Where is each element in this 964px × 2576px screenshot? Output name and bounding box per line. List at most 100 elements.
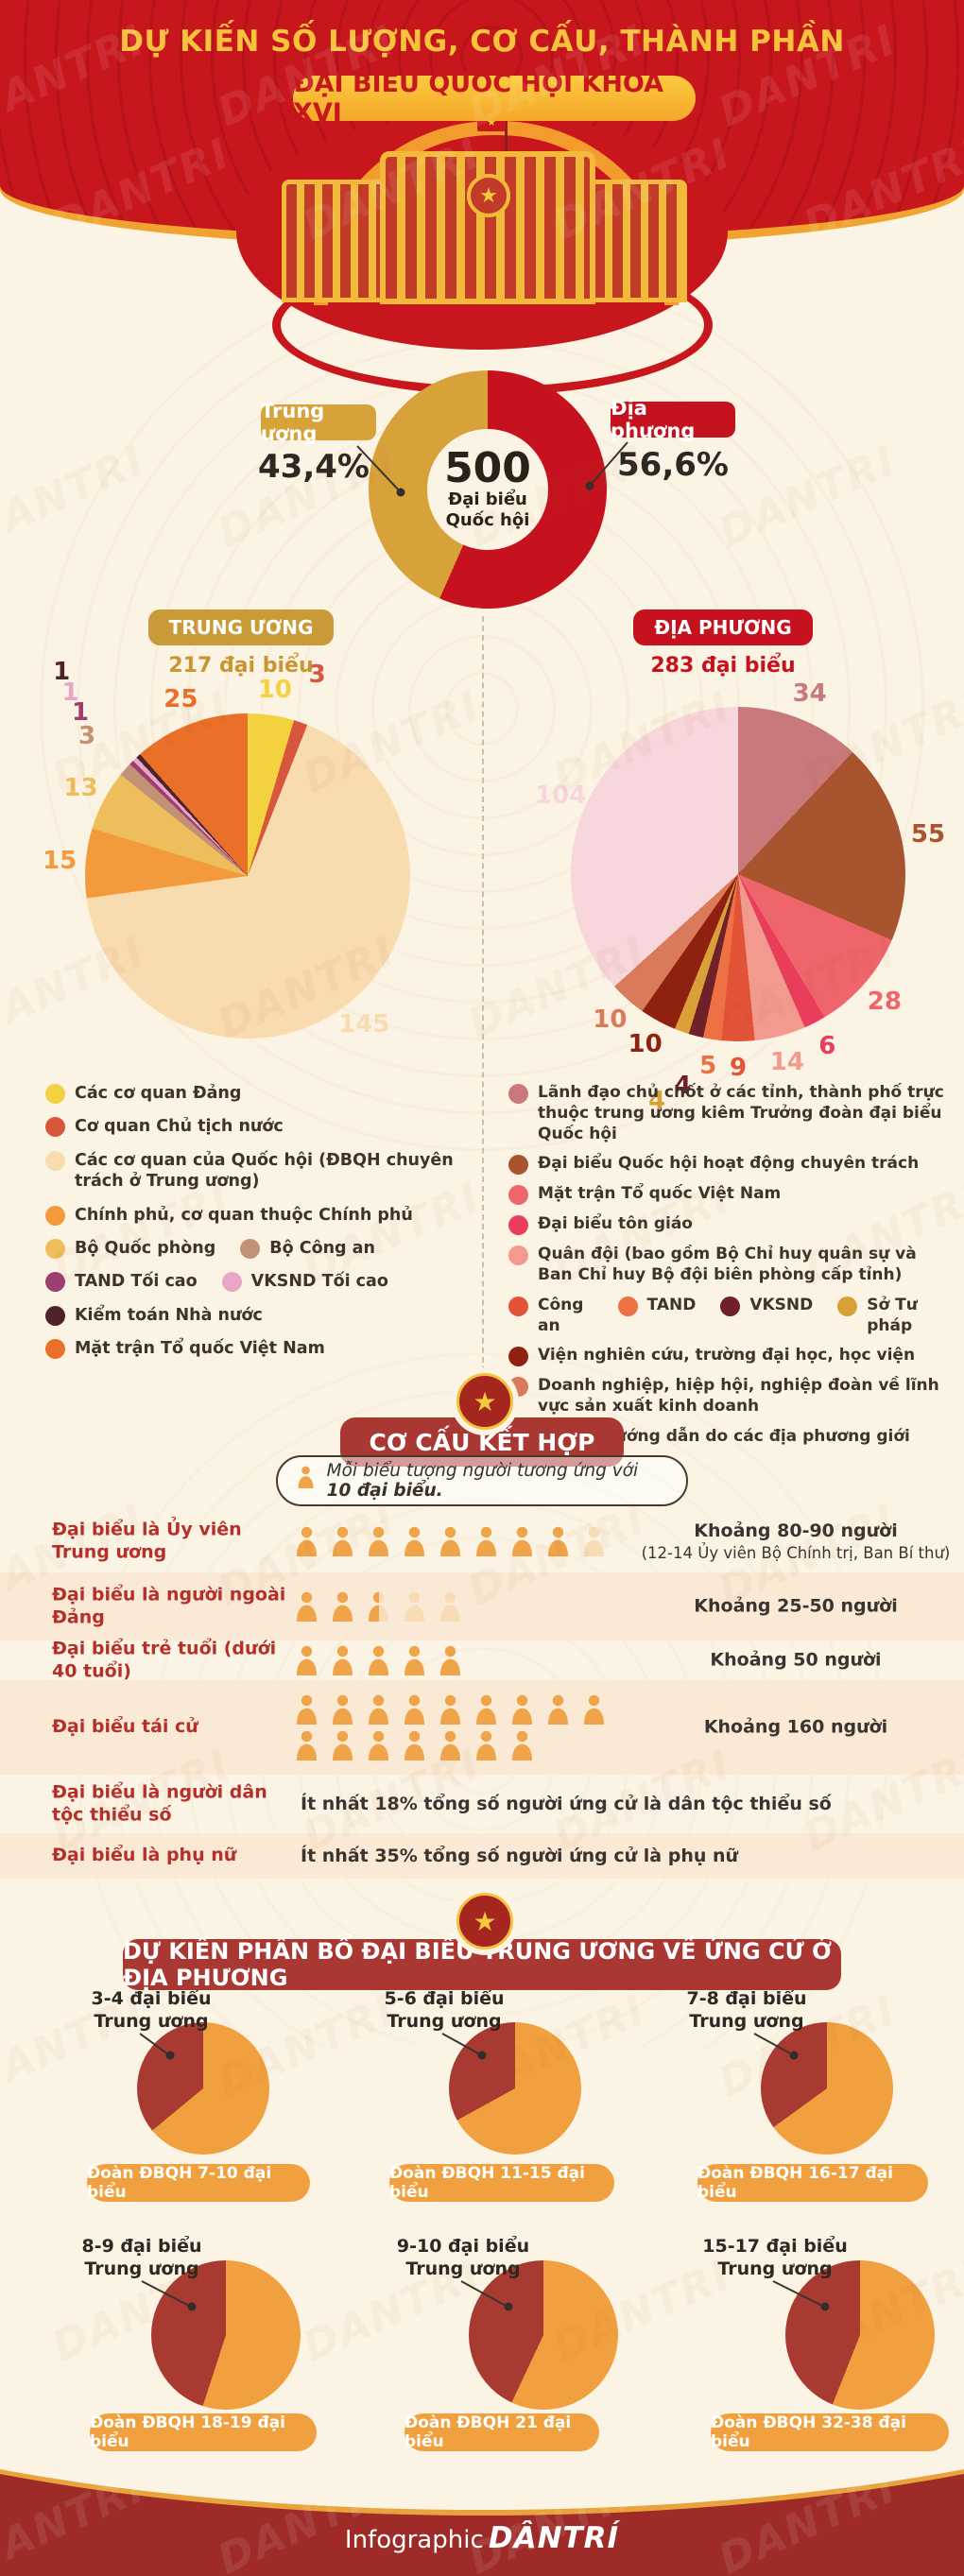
legend-swatch-icon [508,1347,528,1367]
pictograph-row-ngoai-dang: Đại biểu là người ngoài Đảng Khoảng 25-5… [0,1572,964,1640]
legend-swatch-icon [45,1272,65,1293]
legend-label: Bộ Quốc phòng [75,1238,216,1258]
legend-label: Kiểm toán Nhà nước [75,1305,263,1325]
person-icon [474,1730,498,1760]
mini-pie-chart [761,2022,893,2155]
legend-label: Cơ quan Chủ tịch nước [75,1117,284,1137]
legend-swatch-icon [508,1296,528,1316]
total-deputies-donut-chart: 500 Đại biểu Quốc hội [369,370,607,609]
local-subtitle: 283 đại biểu [650,654,796,678]
person-icons [295,1694,606,1760]
legend-item: Đại biểu Quốc hội hoạt động chuyên trách [508,1154,919,1176]
mini-pie-chart [137,2022,269,2155]
local-column-header: ĐỊA PHƯƠNG 283 đại biểu [482,610,964,678]
legend-label: Các cơ quan Đảng [75,1084,242,1103]
person-icon [439,1694,462,1725]
legend-item: Doanh nghiệp, hiệp hội, nghiệp đoàn về l… [508,1376,945,1417]
delegation-pill: Đoàn ĐBQH 18-19 đại biểu [90,2413,317,2451]
person-icon [295,1591,318,1622]
pie-value-label: 25 [164,685,198,714]
mini-pie-label: 7-8 đại biểu Trung ương [686,1988,807,2032]
person-icon [474,1694,498,1725]
local-percent: 56,6% [617,446,729,484]
legend-swatch-icon [508,1245,528,1266]
mini-pie-label: 3-4 đại biểu Trung ương [91,1988,212,2032]
row-value: Khoảng 160 người [703,1716,888,1738]
pie-value-label: 5 [699,1051,717,1080]
person-icon [403,1730,426,1760]
local-pie [571,707,905,1041]
legend-swatch-icon [508,1377,528,1398]
row-value: Khoảng 80-90 người (12-14 Ủy viên Bộ Chín… [641,1520,951,1562]
pictograph-row-phu-nu: Đại biểu là phụ nữ Ít nhất 35% tổng số n… [0,1833,964,1879]
person-icons [295,1645,462,1675]
star-badge-icon: ★ [456,1893,513,1949]
pie-value-label: 4 [674,1072,692,1101]
page-title: DỰ KIẾN SỐ LƯỢNG, CƠ CẤU, THÀNH PHẦN [119,25,845,59]
legend-item: Mặt trận Tổ quốc Việt Nam [508,1184,781,1206]
pie-value-label: 1 [71,697,90,727]
mini-pie-label: 8-9 đại biểu Trung ương [81,2236,202,2279]
total-label-line2: Quốc hội [445,510,530,530]
central-pie-chart: 10 3 145 15 13 3 1 1 1 25 [43,658,410,1039]
person-icon [510,1526,534,1556]
person-icon [295,1645,318,1675]
central-legend: Các cơ quan Đảng Cơ quan Chủ tịch nước Các… [45,1083,461,1360]
dantri-logo: DÂNTRÍ [488,2521,620,2555]
legend-swatch-icon [45,1150,65,1171]
legend-swatch-icon [45,1238,65,1259]
person-icon [439,1591,462,1622]
watermark: DANTRI [712,436,904,558]
person-icon [582,1694,606,1725]
person-icon [367,1730,390,1760]
person-icon [295,1694,318,1725]
building-center: ★ [380,151,595,304]
legend-item: Sở Tư pháp [837,1296,945,1337]
pie-value-label: 1 [53,657,71,686]
legend-item: VKSND Tối cao [221,1271,388,1293]
legend-swatch-icon [45,1305,65,1326]
central-column-header: TRUNG ƯƠNG 217 đại biểu [0,610,482,678]
pictograph-row-tai-cu: Đại biểu tái cử Khoảng 160 người [0,1680,964,1775]
star-badge-icon: ★ [456,1373,513,1430]
delegation-pill: Đoàn ĐBQH 21 đại biểu [405,2413,599,2451]
legend-label: Chính phủ, cơ quan thuộc Chính phủ [75,1205,413,1225]
pie-value-label: 55 [910,820,946,850]
local-pill: ĐỊA PHƯƠNG [633,610,813,645]
legend-label: Công an [538,1295,584,1335]
legend-item: Quân đội (bao gồm Bộ Chỉ huy quân sự và … [508,1245,945,1286]
person-icons [295,1591,462,1622]
person-icon [474,1526,498,1556]
person-icon [331,1526,354,1556]
legend-swatch-icon [45,1117,65,1138]
legend-swatch-icon [221,1272,242,1293]
person-icon [510,1694,534,1725]
person-icon [367,1645,390,1675]
person-icon [367,1526,390,1556]
person-icon [403,1645,426,1675]
row-label: Đại biểu trẻ tuổi (dưới 40 tuổi) [52,1638,277,1681]
legend-swatch-icon [240,1238,261,1259]
central-pie [85,713,410,1039]
national-emblem-icon: ★ [467,174,510,217]
person-icon [546,1526,570,1556]
legend-label: Đại biểu tôn giáo [538,1214,693,1234]
person-icon [331,1591,354,1622]
person-icon [439,1730,462,1760]
pie-value-label: 4 [647,1086,666,1115]
pie-value-label: 10 [628,1030,663,1059]
footer-brand: Infographic DÂNTRÍ [0,2521,964,2555]
mini-pie-chart [449,2022,581,2155]
legend-item: Lãnh đạo chủ chốt ở các tỉnh, thành phố … [508,1083,945,1144]
legend-item: Viện nghiên cứu, trường đại học, học việ… [508,1346,915,1367]
person-icon [297,1466,316,1496]
legend-note: Mỗi biểu tượng người tương ứng với 10 đạ… [276,1455,688,1506]
pictograph-row-dan-toc: Đại biểu là người dân tộc thiểu số Ít nh… [0,1775,964,1833]
pictograph-row-uy-vien: Đại biểu là Ủy viên Trung ương Khoảng 80… [0,1510,964,1572]
pie-value-label: 6 [818,1032,836,1061]
row-label: Đại biểu là phụ nữ [52,1845,237,1866]
legend-label: Bộ Công an [269,1238,375,1258]
pie-value-label: 28 [867,987,902,1016]
legend-item: Các cơ quan Đảng [45,1083,241,1104]
